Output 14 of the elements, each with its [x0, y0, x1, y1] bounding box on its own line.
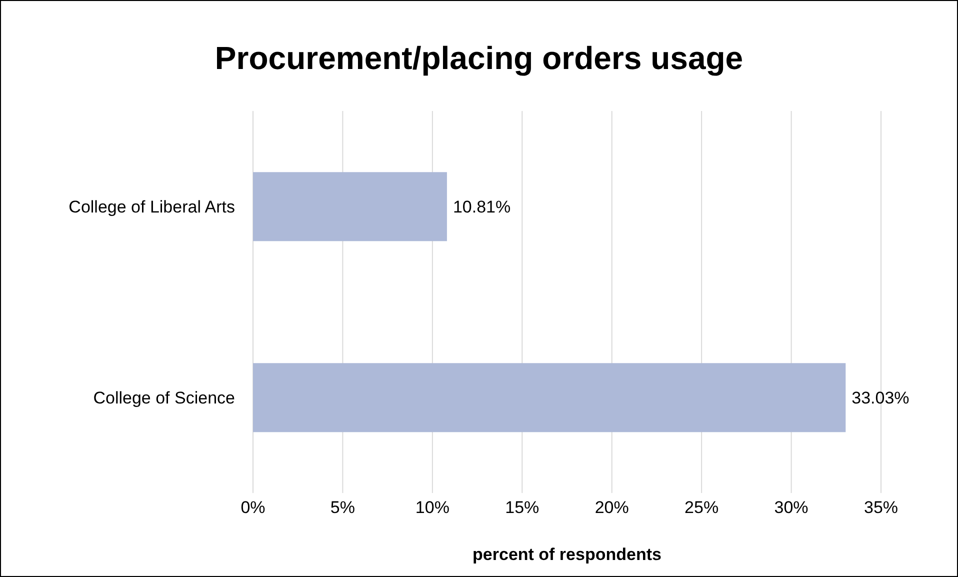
chart-title: Procurement/placing orders usage — [214, 39, 744, 78]
x-tick-label: 30% — [774, 498, 808, 518]
x-tick-label: 20% — [594, 498, 629, 518]
y-tick-label: College of Science — [93, 388, 235, 408]
x-tick-label: 35% — [864, 498, 898, 518]
x-tick-label: 15% — [505, 498, 540, 518]
x-axis-title: percent of respondents — [472, 545, 662, 564]
x-tick-label: 0% — [240, 498, 266, 518]
x-tick-label: 25% — [684, 498, 719, 518]
data-label: 10.81% — [452, 198, 511, 217]
y-tick-label: College of Liberal Arts — [68, 198, 235, 217]
x-tick-label: 5% — [330, 498, 356, 518]
x-tick-label: 10% — [415, 498, 450, 518]
data-label: 33.03% — [852, 388, 910, 408]
